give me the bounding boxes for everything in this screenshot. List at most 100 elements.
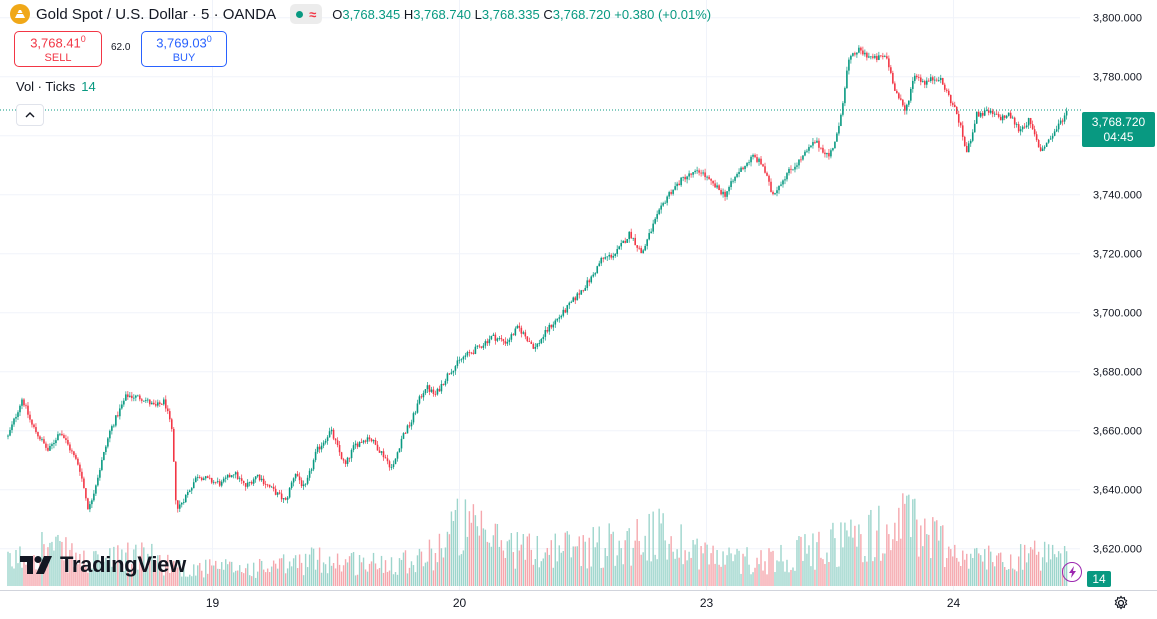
candle-body [514,328,517,336]
volume-bar [496,524,499,586]
volume-bar [642,552,644,586]
candle-body [696,170,698,172]
volume-bar [778,561,780,586]
candle-body [1019,129,1022,132]
volume-bar [45,556,47,586]
candle-body [1033,129,1036,135]
volume-bar [221,562,223,586]
candle-body [75,455,77,459]
candle-body [484,341,487,346]
candle-body [820,147,822,149]
market-status-pill[interactable]: ≈ [290,4,323,24]
candle-body [782,180,784,185]
volume-bar [930,558,932,586]
volume-bar [480,510,483,586]
y-tick-label: 3,780.000 [1093,72,1142,84]
candle-body [606,256,609,258]
candle-body [119,408,121,417]
candle-body [750,156,752,163]
volume-bar [870,509,872,586]
candle-body [246,482,249,487]
candle-body [17,412,19,417]
candle-body [1009,112,1012,119]
y-tick-label: 3,740.000 [1093,190,1142,202]
candle-body [762,164,764,167]
volume-bar [240,572,243,586]
candle-body [991,110,994,115]
candle-body [790,168,792,170]
volume-bar [380,555,383,586]
sell-button[interactable]: 3,768.410 SELL [14,31,102,67]
candle-body [248,481,251,483]
candle-body [868,56,870,58]
gold-symbol-icon[interactable] [10,4,30,24]
volume-bar [452,520,455,586]
volume-bar [61,541,63,586]
candle-body [983,110,986,116]
buy-button[interactable]: 3,769.030 BUY [141,31,227,67]
candle-body [360,442,363,443]
volume-bar [454,510,457,586]
candle-body [918,77,920,78]
volume-bar [91,568,93,586]
candle-body [23,399,25,406]
candle-body [824,152,826,155]
gear-icon[interactable] [1112,594,1130,612]
candle-body [708,176,710,179]
candle-body [904,105,906,111]
candle-body [664,202,666,204]
candle-body [268,484,271,487]
candle-body [776,190,778,194]
volume-bar [836,566,838,586]
candle-body [51,444,53,446]
candle-body [91,500,93,505]
volume-bar [568,534,570,586]
volume-bar [83,550,85,586]
volume-bar [468,511,471,586]
candle-body [428,385,431,392]
candle-body [796,165,798,167]
volume-bar [634,540,636,586]
candle-body [450,372,453,374]
volume-bar [878,505,880,586]
candle-body [766,172,768,176]
volume-bar [364,569,367,586]
candle-body [568,302,571,306]
symbol-title[interactable]: Gold Spot / U.S. Dollar · 5 · OANDA [36,5,277,23]
candle-body [354,443,357,446]
volume-bar [740,573,742,586]
candle-body [320,445,323,450]
collapse-legend-button[interactable] [16,104,44,126]
volume-bar [131,564,133,586]
volume-bar [1051,544,1054,586]
volume-bar [512,552,515,586]
candle-body [65,438,67,440]
volume-bar [784,571,786,586]
candle-body [278,492,281,494]
candle-body [822,147,824,153]
volume-bar [143,547,145,586]
volume-bar [544,552,546,586]
volume-legend[interactable]: Vol · Ticks 14 [16,79,96,94]
candle-body [858,47,860,53]
volume-bar [540,561,543,586]
candle-body [426,385,429,390]
volume-bar [768,548,770,586]
volume-bar [566,531,568,586]
lightning-icon[interactable] [1062,562,1082,582]
volume-bar [816,542,818,586]
candle-body [654,218,656,224]
candle-body [977,111,980,117]
candle-body [376,444,379,451]
volume-bar [113,546,115,586]
candle-body [210,478,213,483]
volume-bar [1019,544,1022,586]
volume-bar [658,508,660,586]
volume-bar [432,570,435,586]
volume-bar [706,544,708,586]
candle-body [961,125,964,137]
candle-body [101,459,103,471]
candle-body [987,110,990,113]
candle-body [526,336,529,342]
